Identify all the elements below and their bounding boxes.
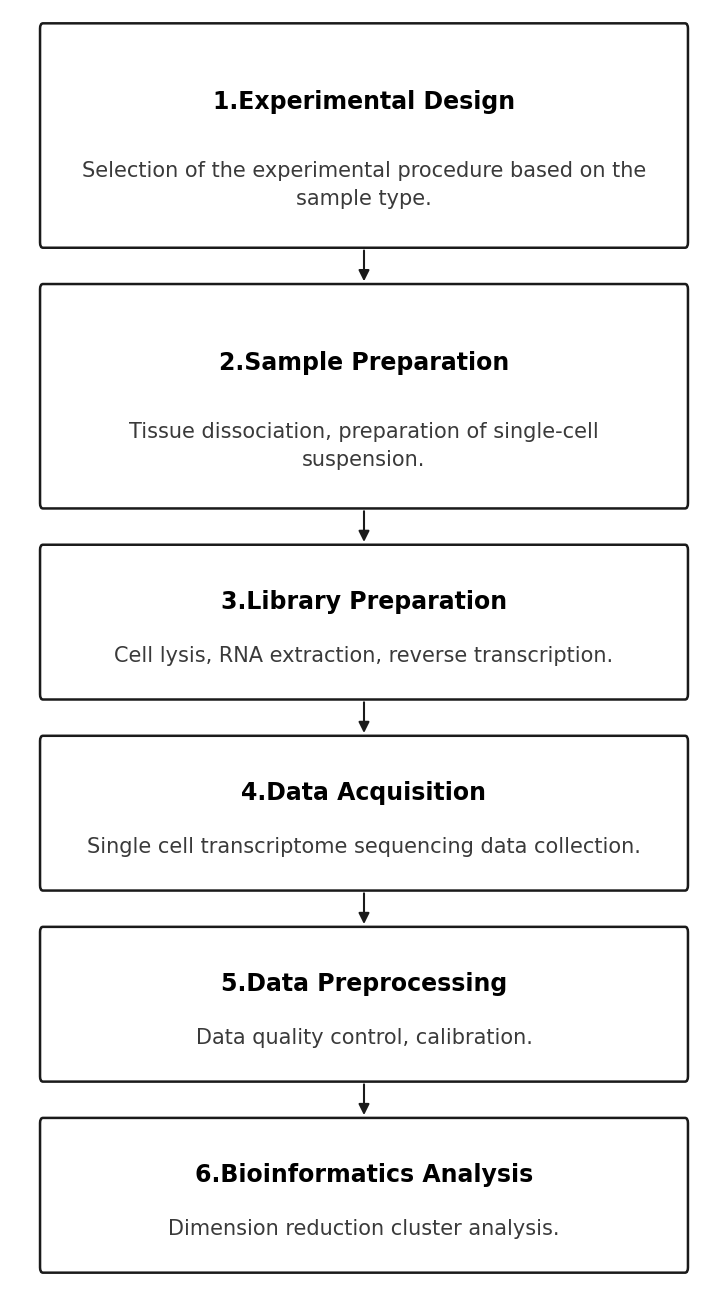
Text: 5.Data Preprocessing: 5.Data Preprocessing [221, 972, 507, 997]
Text: Cell lysis, RNA extraction, reverse transcription.: Cell lysis, RNA extraction, reverse tran… [114, 647, 614, 666]
Text: Dimension reduction cluster analysis.: Dimension reduction cluster analysis. [168, 1220, 560, 1239]
FancyBboxPatch shape [40, 284, 688, 508]
Text: 4.Data Acquisition: 4.Data Acquisition [242, 781, 486, 805]
Text: 1.Experimental Design: 1.Experimental Design [213, 89, 515, 114]
FancyBboxPatch shape [40, 927, 688, 1082]
Text: 2.Sample Preparation: 2.Sample Preparation [219, 351, 509, 375]
Text: 6.Bioinformatics Analysis: 6.Bioinformatics Analysis [195, 1164, 533, 1187]
Text: Data quality control, calibration.: Data quality control, calibration. [196, 1028, 532, 1048]
FancyBboxPatch shape [40, 1118, 688, 1273]
FancyBboxPatch shape [40, 736, 688, 890]
FancyBboxPatch shape [40, 544, 688, 700]
Text: Tissue dissociation, preparation of single-cell
suspension.: Tissue dissociation, preparation of sing… [129, 421, 599, 469]
FancyBboxPatch shape [40, 23, 688, 248]
Text: Selection of the experimental procedure based on the
sample type.: Selection of the experimental procedure … [82, 161, 646, 209]
Text: Single cell transcriptome sequencing data collection.: Single cell transcriptome sequencing dat… [87, 837, 641, 857]
Text: 3.Library Preparation: 3.Library Preparation [221, 590, 507, 614]
